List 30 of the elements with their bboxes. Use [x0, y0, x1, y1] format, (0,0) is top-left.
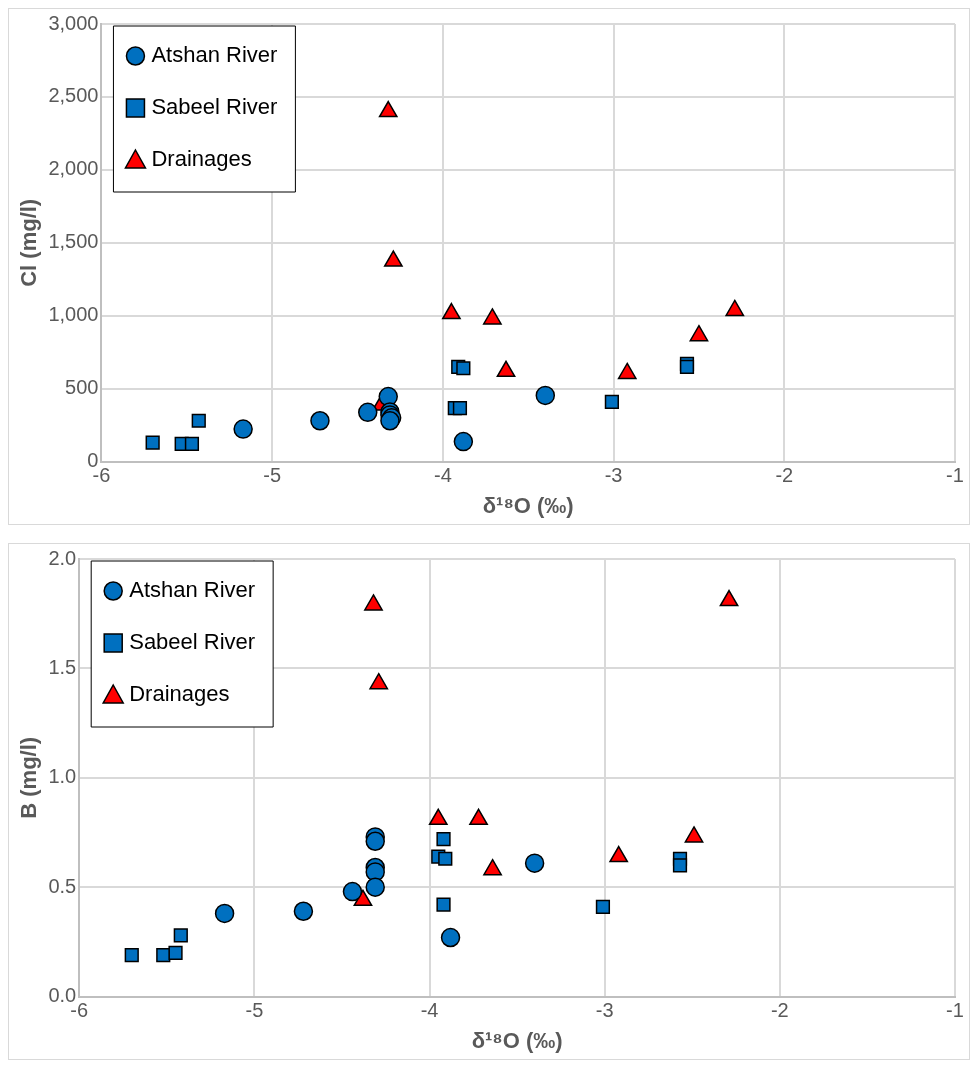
legend-label: Atshan River [151, 42, 278, 68]
y-axis-title: B (mg/l) [16, 736, 42, 819]
y-tick-label: 1,500 [48, 230, 99, 253]
y-tick-label: 1,000 [48, 303, 99, 326]
legend-label: Drainages [129, 681, 230, 707]
x-tick-label: -4 [433, 464, 452, 487]
legend-label: Sabeel River [129, 629, 256, 655]
x-tick-label: -1 [946, 999, 964, 1022]
x-axis-title: δ¹⁸O (‰) [471, 1027, 563, 1053]
y-tick-label: 2,500 [48, 84, 99, 107]
x-tick-label: -3 [604, 464, 623, 487]
x-tick-label: -4 [420, 999, 439, 1022]
y-tick-label: 0.5 [48, 874, 77, 897]
legend-label: Atshan River [129, 577, 256, 603]
x-tick-label: -3 [595, 999, 614, 1022]
y-tick-label: 1.0 [48, 765, 77, 788]
y-tick-label: 2.0 [48, 546, 77, 569]
legend-label: Drainages [151, 146, 252, 172]
x-tick-label: -1 [946, 464, 964, 487]
y-tick-label: 2,000 [48, 157, 99, 180]
y-tick-label: 500 [65, 376, 99, 399]
y-tick-label: 1.5 [48, 655, 77, 678]
y-axis-title: Cl (mg/l) [16, 198, 42, 287]
legend-label: Sabeel River [151, 94, 278, 120]
x-tick-label: -5 [263, 464, 282, 487]
x-axis-title: δ¹⁸O (‰) [482, 492, 574, 518]
x-tick-label: -5 [245, 999, 264, 1022]
x-tick-label: -2 [775, 464, 794, 487]
y-tick-label: 3,000 [48, 11, 99, 34]
x-tick-label: -2 [770, 999, 789, 1022]
